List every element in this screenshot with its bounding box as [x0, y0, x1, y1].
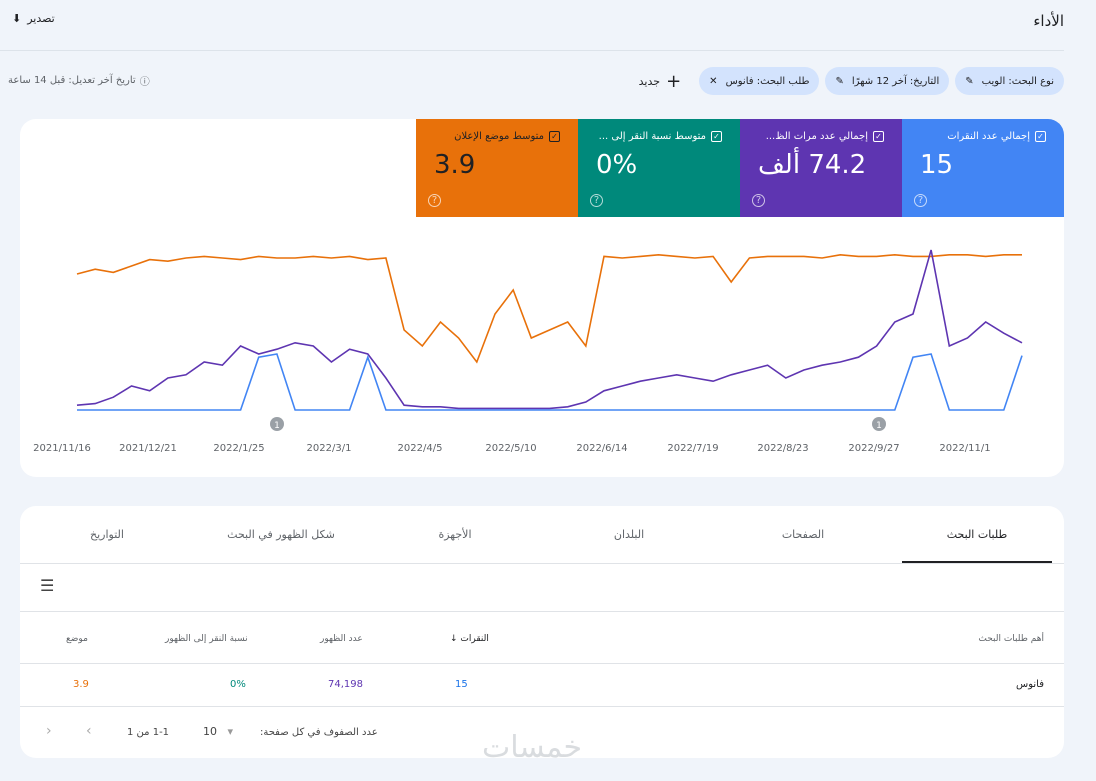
metric-label: متوسط موضع الإعلان [454, 131, 544, 142]
column-header-impressions[interactable]: عدد الظهور [320, 634, 363, 644]
metric-value: 3.9 [434, 150, 476, 180]
table-row[interactable]: فانوس 15 74,198 0% 3.9 [20, 663, 1064, 706]
tab-pages[interactable]: الصفحات [781, 528, 825, 541]
last-updated-text: تاريخ آخر تعديل: قبل 14 ساعة [8, 75, 136, 86]
svg-text:1: 1 [274, 421, 280, 431]
page-range: 1-1 من 1 [127, 727, 170, 738]
series-line-0 [76, 253, 1022, 364]
chip-label: طلب البحث: فانوس [725, 75, 810, 87]
metric-impressions[interactable]: ✓ إجمالي عدد مرات الظ... 74.2 ألف? [740, 119, 902, 217]
cell-ctr: 0% [230, 679, 246, 690]
checkbox-icon[interactable]: ✓ [873, 131, 884, 142]
filter-chip-date[interactable]: التاريخ: آخر 12 شهرًا ✎ [825, 67, 950, 95]
pencil-icon[interactable]: ✎ [965, 75, 974, 87]
help-icon[interactable]: ? [590, 194, 603, 207]
metric-clicks[interactable]: ✓ إجمالي عدد النقرات 15? [902, 119, 1064, 217]
help-icon[interactable]: ? [914, 194, 927, 207]
export-label: تصدير [27, 12, 55, 25]
metric-value: 0% [596, 150, 638, 180]
column-label: النقرات [460, 634, 489, 644]
plus-icon: + [666, 70, 682, 92]
x-tick-label: 2022/3/1 [307, 443, 352, 454]
watermark-logo: خمسات [482, 730, 583, 765]
annotation-marker[interactable]: 1 [872, 417, 886, 431]
metric-ctr[interactable]: ✓ متوسط نسبة النقر إلى ... 0%? [578, 119, 740, 217]
metric-value: 15 [920, 150, 954, 180]
x-tick-label: 2022/5/10 [485, 443, 536, 454]
checkbox-icon[interactable]: ✓ [549, 131, 560, 142]
table-header: أهم طلبات البحث النقرات ↓ عدد الظهور نسب… [20, 611, 1064, 664]
x-tick-label: 2022/6/14 [576, 443, 627, 454]
chip-label: نوع البحث: الويب [981, 75, 1054, 87]
cell-impressions: 74,198 [328, 679, 363, 690]
page-title: الأداء [1033, 12, 1064, 30]
column-header-position[interactable]: موضع [66, 634, 88, 644]
new-label: جديد [638, 74, 661, 88]
pencil-icon[interactable]: ✎ [835, 75, 844, 87]
next-page-icon[interactable]: › [86, 723, 92, 739]
filter-icon[interactable]: ☰ [40, 576, 55, 595]
previous-page-icon[interactable]: ‹ [46, 723, 52, 739]
new-filter-button[interactable]: + جديد [639, 71, 682, 92]
checkbox-icon[interactable]: ✓ [711, 131, 722, 142]
metric-position[interactable]: ✓ متوسط موضع الإعلان 3.9? [416, 119, 578, 217]
cell-query: فانوس [1016, 679, 1044, 690]
help-icon[interactable]: ? [752, 194, 765, 207]
series-line-2 [77, 353, 1023, 411]
rows-per-page-label: عدد الصفوف في كل صفحة: [260, 727, 378, 738]
annotation-marker[interactable]: 1 [270, 417, 284, 431]
column-header-query[interactable]: أهم طلبات البحث [978, 634, 1044, 644]
x-tick-label: 2022/11/1 [939, 443, 990, 454]
help-icon[interactable]: ⓘ [139, 77, 150, 88]
tab-dates[interactable]: التواريخ [90, 528, 124, 541]
x-tick-label: 2022/9/27 [848, 443, 899, 454]
filter-chip-search-type[interactable]: نوع البحث: الويب ✎ [955, 67, 1064, 95]
x-tick-label: 2022/1/25 [213, 443, 264, 454]
rows-per-page-select[interactable]: ▾ 10 [203, 725, 233, 738]
metric-tabs: ✓ إجمالي عدد النقرات 15? ✓ إجمالي عدد مرات … [416, 119, 1064, 217]
checkbox-icon[interactable]: ✓ [1035, 131, 1046, 142]
last-updated: ⓘ تاريخ آخر تعديل: قبل 14 ساعة [8, 73, 150, 88]
x-tick-label: 2022/4/5 [398, 443, 443, 454]
metric-label: إجمالي عدد مرات الظ... [765, 131, 868, 142]
tab-queries[interactable]: طلبات البحث [890, 506, 1064, 563]
x-tick-label: 2021/12/21 [119, 443, 177, 454]
caret-down-icon: ▾ [227, 725, 234, 738]
help-icon[interactable]: ? [428, 194, 441, 207]
arrow-down-icon: ↓ [450, 634, 458, 644]
series-line-1 [76, 249, 1023, 410]
tab-devices[interactable]: الأجهزة [438, 528, 472, 541]
export-button[interactable]: ⬇ تصدير [12, 12, 55, 25]
divider [0, 50, 1064, 51]
filter-bar: نوع البحث: الويب ✎ التاريخ: آخر 12 شهرًا ✎… [639, 67, 1064, 95]
dimension-tabs: طلبات البحث الصفحات البلدان الأجهزة شكل … [20, 506, 1064, 564]
metric-label: إجمالي عدد النقرات [947, 131, 1030, 142]
x-tick-label: 2022/7/19 [667, 443, 718, 454]
download-icon: ⬇ [12, 12, 22, 25]
svg-text:1: 1 [876, 421, 882, 431]
queries-table-card: طلبات البحث الصفحات البلدان الأجهزة شكل … [20, 506, 1064, 758]
tab-search-appearance[interactable]: شكل الظهور في البحث [227, 528, 335, 541]
rows-per-page-value: 10 [203, 725, 217, 738]
tab-countries[interactable]: البلدان [613, 528, 645, 541]
cell-clicks: 15 [455, 679, 468, 690]
chip-label: التاريخ: آخر 12 شهرًا [851, 75, 940, 87]
filter-chip-query[interactable]: طلب البحث: فانوس ✕ [699, 67, 820, 95]
pagination: عدد الصفوف في كل صفحة: ▾ 10 1-1 من 1 › ‹ [20, 706, 1064, 758]
column-header-ctr[interactable]: نسبة النقر إلى الظهور [165, 634, 248, 644]
cell-position: 3.9 [73, 679, 89, 690]
x-tick-label: 2021/11/16 [33, 443, 91, 454]
metric-value: 74.2 ألف [758, 150, 867, 180]
close-icon[interactable]: ✕ [709, 75, 718, 87]
performance-chart-card: ✓ إجمالي عدد النقرات 15? ✓ إجمالي عدد مرات … [20, 119, 1064, 477]
x-tick-label: 2022/8/23 [757, 443, 808, 454]
line-chart[interactable]: 2021/11/16 2021/12/21 2022/1/25 2022/3/1 202… [20, 119, 1064, 477]
metric-label: متوسط نسبة النقر إلى ... [598, 131, 706, 142]
column-header-clicks[interactable]: النقرات ↓ [450, 634, 489, 644]
